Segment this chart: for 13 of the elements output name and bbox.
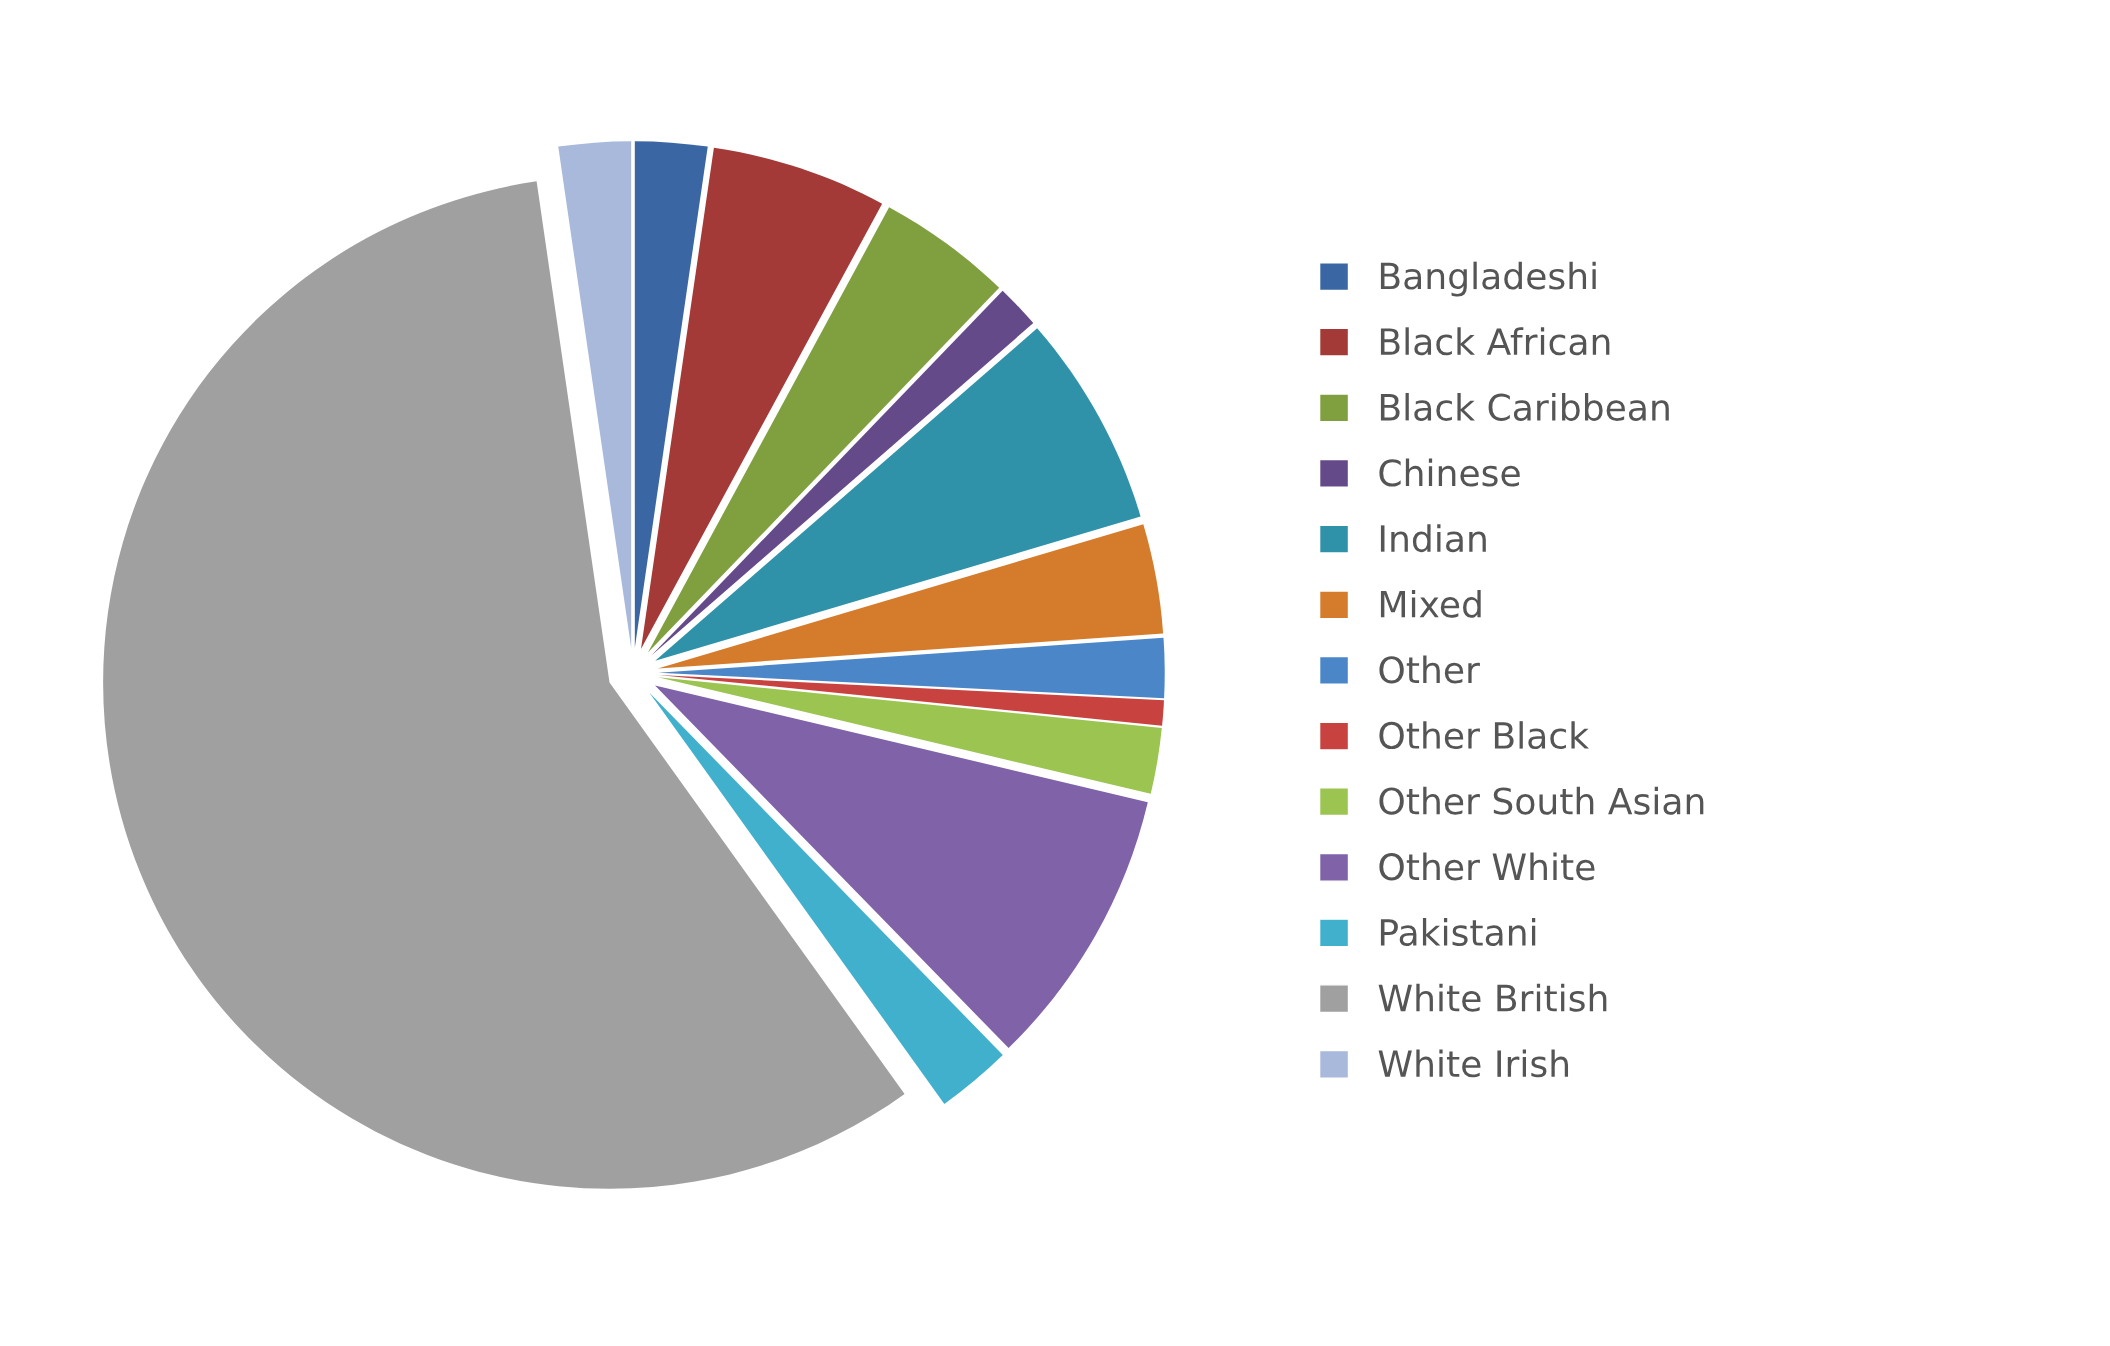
legend-label: Other White <box>1379 852 1595 881</box>
legend-label: White Irish <box>1378 1049 1569 1078</box>
legend-label: White British <box>1378 983 1607 1012</box>
legend-label: Pakistani <box>1380 918 1536 947</box>
legend-label: Other South Asian <box>1379 786 1704 815</box>
legend-label: Indian <box>1380 524 1486 553</box>
legend-label: Black Caribbean <box>1380 392 1669 421</box>
legend-label: Black African <box>1380 327 1610 356</box>
legend-label: Other Black <box>1379 721 1589 750</box>
legend-label: Mixed <box>1380 589 1481 618</box>
legend-label: Other <box>1379 655 1480 684</box>
legend-label: Bangladeshi <box>1380 261 1596 297</box>
legend-label: Chinese <box>1379 458 1520 487</box>
